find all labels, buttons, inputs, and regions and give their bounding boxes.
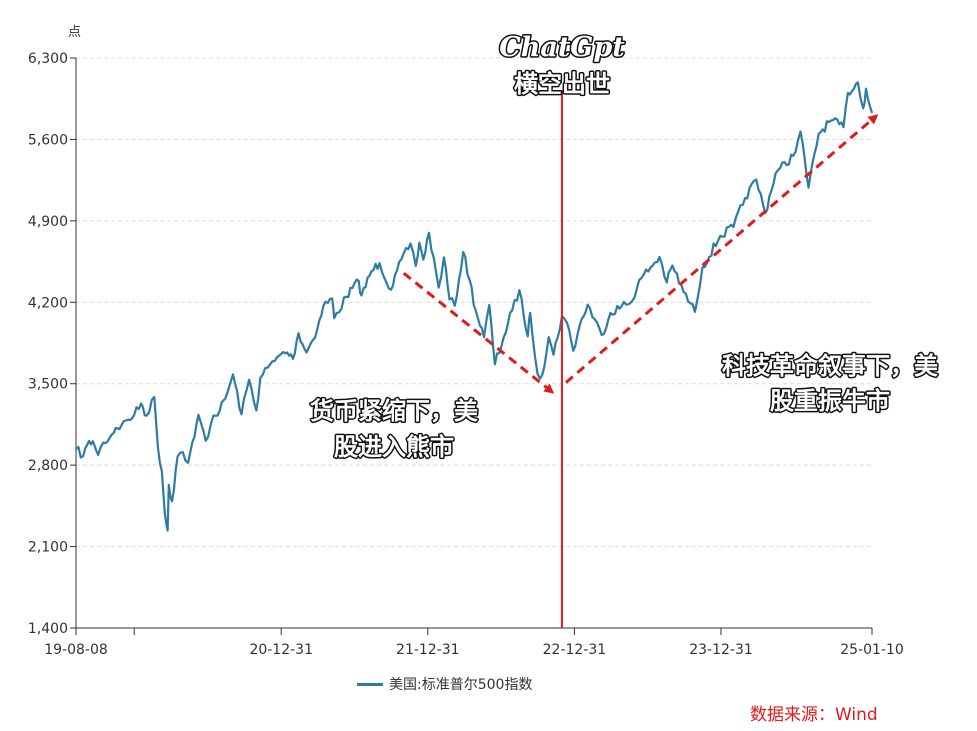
sp500-series-line	[75, 81, 874, 532]
x-tick-label: 19-08-08	[44, 642, 108, 658]
annotations: ChatGpt 横空出世 货币紧缩下，美 股进入熊市 科技革命叙事下，美 股重振…	[309, 31, 940, 463]
legend[interactable]: 美国:标准普尔500指数	[357, 674, 532, 694]
bear-market-label-line1: 货币紧缩下，美	[310, 397, 478, 425]
bull-market-label-line1: 科技革命叙事下，美	[722, 352, 938, 380]
y-tick-label: 5,600	[28, 132, 68, 148]
y-tick-label: 6,300	[28, 51, 68, 67]
x-tick-label: 20-12-31	[249, 642, 313, 658]
x-tick-label: 25-01-10	[840, 642, 904, 658]
bull-trend-arrow	[564, 114, 879, 384]
x-tick-label: 23-12-31	[689, 642, 753, 658]
axes: 1,400 2,100 2,800 3,500 4,200 4,900 5,600 6,300…	[28, 51, 904, 658]
y-tick-label: 2,800	[28, 458, 68, 474]
y-tick-label: 4,200	[28, 295, 68, 311]
legend-label: 美国:标准普尔500指数	[389, 677, 533, 693]
legend-swatch	[357, 682, 383, 686]
event-title-label: ChatGpt	[499, 32, 625, 63]
event-subtitle-label: 横空出世	[514, 70, 610, 98]
y-tick-label: 4,900	[28, 214, 68, 230]
y-tick-label: 3,500	[28, 377, 68, 393]
y-tick-label: 1,400	[28, 621, 68, 637]
y-tick-label: 2,100	[28, 540, 68, 556]
y-axis-unit: 点	[68, 25, 81, 40]
x-tick-label: 22-12-31	[543, 642, 607, 658]
x-tick-label: 21-12-31	[396, 642, 460, 658]
trend-arrows	[402, 114, 879, 394]
series-layer	[75, 81, 874, 532]
source-note: 数据来源：Wind	[750, 705, 878, 725]
bear-market-label-line2: 股进入熊市	[334, 433, 454, 461]
bear-trend-arrow	[402, 272, 555, 394]
bull-market-label-line2: 股重振牛市	[770, 387, 890, 415]
